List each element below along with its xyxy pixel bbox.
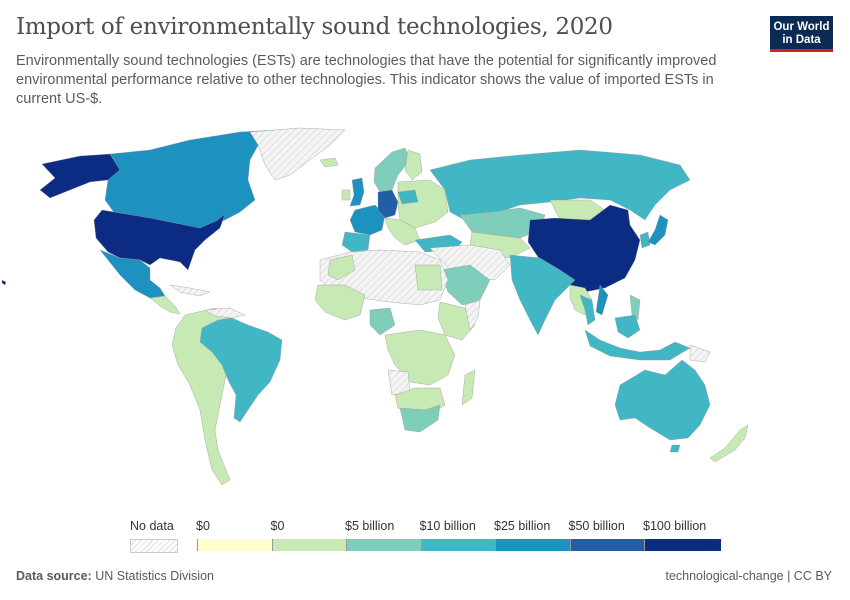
country-australia[interactable] [614, 359, 711, 441]
world-map [1, 127, 749, 486]
country-central-america[interactable] [149, 295, 181, 315]
country-new-zealand[interactable] [709, 424, 749, 463]
country-uk[interactable] [349, 177, 365, 207]
country-hawaii[interactable] [1, 279, 7, 286]
country-indonesia[interactable] [584, 329, 691, 361]
country-greenland[interactable] [249, 127, 346, 181]
data-source-label: Data source: [16, 569, 92, 583]
country-canada[interactable] [104, 129, 276, 229]
chart-title: Import of environmentally sound technolo… [16, 14, 613, 40]
country-france[interactable] [349, 204, 386, 236]
legend-bin-swatch [495, 539, 570, 551]
legend-no-data-label: No data [130, 519, 174, 533]
country-alaska[interactable] [39, 153, 121, 199]
country-philippines[interactable] [629, 294, 641, 321]
country-iceland[interactable] [319, 157, 339, 168]
legend-bin-label: $25 billion [494, 519, 551, 533]
logo-accent-bar [770, 49, 833, 52]
country-morocco[interactable] [327, 254, 356, 281]
country-brazil[interactable] [199, 317, 283, 423]
country-india[interactable] [509, 254, 576, 336]
country-borneo[interactable] [614, 314, 641, 339]
legend-bin-label: $0 [270, 519, 285, 533]
legend-bin-label: $0 [196, 519, 210, 533]
country-horn-africa[interactable] [464, 299, 481, 331]
country-norway-sweden[interactable] [373, 147, 411, 193]
legend-bin-swatch [346, 539, 421, 551]
country-germany[interactable] [377, 189, 399, 219]
legend-arrow [713, 539, 720, 551]
country-mexico[interactable] [99, 249, 166, 299]
map-legend: No data $0 $0 $5 billion $10 billion $25 bil… [0, 515, 850, 555]
data-source: Data source: UN Statistics Division [16, 569, 214, 583]
country-poland[interactable] [397, 189, 419, 205]
legend-bin-label: $50 billion [568, 519, 625, 533]
legend-bin-label: $10 billion [419, 519, 476, 533]
country-vietnam[interactable] [595, 284, 609, 316]
country-guianas[interactable] [204, 307, 246, 319]
country-madagascar[interactable] [461, 369, 476, 406]
data-source-value: UN Statistics Division [95, 569, 214, 583]
country-east-europe[interactable] [397, 179, 449, 229]
country-egypt[interactable] [414, 264, 443, 291]
logo-line-1: Our World [773, 21, 830, 33]
country-italy-balkans[interactable] [384, 217, 421, 246]
country-papua[interactable] [689, 344, 711, 363]
country-south-africa[interactable] [399, 404, 441, 433]
legend-bin-swatch [420, 539, 495, 551]
country-spain[interactable] [341, 231, 371, 253]
legend-no-data-swatch [130, 539, 178, 553]
country-caribbean[interactable] [169, 284, 211, 297]
country-japan[interactable] [647, 214, 669, 246]
legend-bin-swatch [644, 539, 721, 551]
country-nigeria[interactable] [369, 307, 396, 336]
country-tasmania[interactable] [669, 444, 681, 453]
legend-bin-swatch [271, 539, 346, 551]
country-east-africa[interactable] [437, 301, 476, 341]
legend-bin-swatch [197, 539, 272, 551]
footer-license[interactable]: technological-change | CC BY [665, 569, 832, 583]
country-usa[interactable] [93, 209, 226, 271]
country-finland[interactable] [404, 149, 423, 181]
legend-bin-swatch [569, 539, 644, 551]
country-thailand[interactable] [579, 294, 596, 326]
legend-bin-label: $5 billion [345, 519, 395, 533]
country-korea[interactable] [639, 231, 651, 249]
owid-logo[interactable]: Our World in Data [770, 16, 833, 52]
country-west-africa[interactable] [314, 284, 366, 321]
country-ireland[interactable] [341, 189, 351, 201]
chart-subtitle: Environmentally sound technologies (ESTs… [16, 53, 717, 107]
legend-bin-label: $100 billion [643, 519, 707, 533]
logo-line-2: in Data [782, 34, 821, 46]
